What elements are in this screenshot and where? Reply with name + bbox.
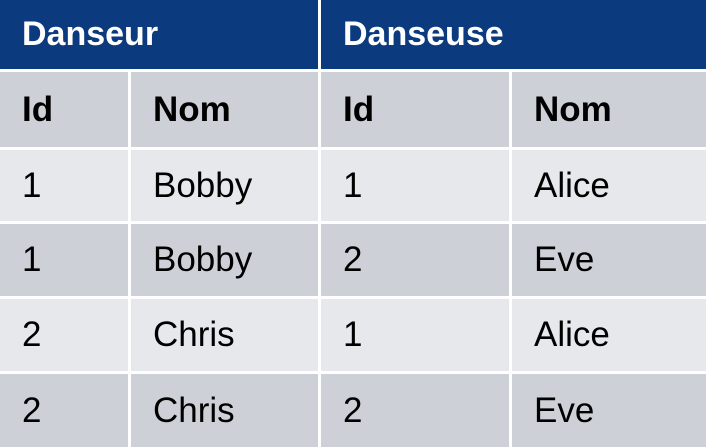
- table-cell: Chris: [131, 374, 321, 447]
- table-cell: Bobby: [131, 224, 321, 299]
- group-header-danseuse: Danseuse: [321, 0, 706, 72]
- table-cell: Eve: [512, 374, 706, 447]
- table-cell: Alice: [512, 150, 706, 224]
- table-cell: Eve: [512, 224, 706, 299]
- column-header-danseuse-id: Id: [321, 72, 512, 150]
- table-cell: 2: [0, 299, 131, 374]
- table-cell: Chris: [131, 299, 321, 374]
- table-cell: 1: [321, 299, 512, 374]
- group-header-danseur: Danseur: [0, 0, 321, 72]
- column-header-danseuse-nom: Nom: [512, 72, 706, 150]
- table-cell: 2: [321, 224, 512, 299]
- column-header-danseur-id: Id: [0, 72, 131, 150]
- column-header-danseur-nom: Nom: [131, 72, 321, 150]
- table-cell: 1: [0, 150, 131, 224]
- table-cell: Alice: [512, 299, 706, 374]
- table-cell: 1: [0, 224, 131, 299]
- table-cell: 2: [321, 374, 512, 447]
- table-cell: 1: [321, 150, 512, 224]
- table-cell: 2: [0, 374, 131, 447]
- table-cell: Bobby: [131, 150, 321, 224]
